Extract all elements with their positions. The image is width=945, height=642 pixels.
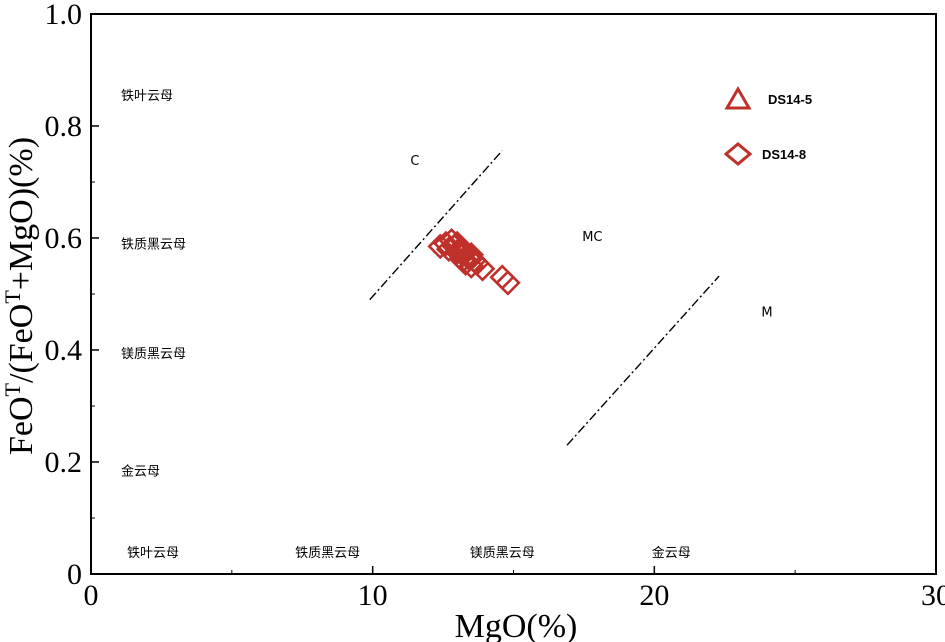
region-label: MC	[582, 230, 602, 245]
region-label: M	[761, 305, 772, 320]
point-diamond	[458, 241, 485, 268]
y-tick-label: 0.6	[45, 222, 83, 255]
y-side-label: 铁质黑云母	[121, 238, 186, 253]
legend-label-ds14-5: DS14-5	[768, 92, 812, 107]
legend-label-ds14-8: DS14-8	[762, 147, 806, 162]
legend-marker-diamond	[723, 142, 753, 166]
y-axis: 0 0.2 0.4 0.6 0.8 1.0	[45, 0, 99, 591]
x-tick-label: 0	[84, 579, 99, 612]
region-label: C	[410, 154, 419, 169]
boundary-line	[369, 150, 503, 301]
y-axis-title: FeOT/(FeOT+MgO)(%)	[0, 137, 40, 455]
point-diamond	[433, 230, 459, 257]
y-side-label: 金云母	[121, 463, 160, 479]
point-diamond	[469, 255, 496, 282]
x-bottom-label: 铁叶云母	[127, 546, 179, 561]
boundary-line	[566, 275, 720, 446]
x-axis: 0 10 20 30	[84, 566, 945, 612]
x-bottom-label: 镁质黑云母	[470, 546, 535, 561]
legend: DS14-5 DS14-8	[723, 86, 812, 166]
point-diamond	[452, 250, 479, 277]
y-side-label: 镁质黑云母	[121, 347, 186, 362]
x-tick-label: 30	[921, 579, 945, 612]
legend-marker-triangle	[724, 86, 752, 110]
y-tick-label: 0.4	[45, 334, 83, 367]
x-tick-label: 20	[639, 579, 669, 612]
y-tick-label: 0.8	[45, 110, 83, 143]
x-tick-label: 10	[358, 579, 388, 612]
y-side-label: 铁叶云母	[121, 89, 173, 104]
data-points	[427, 227, 521, 296]
region-labels: C MC M	[410, 154, 772, 320]
x-bottom-label: 铁质黑云母	[295, 546, 360, 561]
y-tick-label: 1.0	[45, 0, 83, 31]
x-axis-title: MgO(%)	[455, 608, 578, 642]
boundary-lines	[369, 150, 720, 446]
y-tick-label: 0	[67, 558, 82, 591]
y-tick-label: 0.2	[45, 446, 83, 479]
x-bottom-label: 金云母	[652, 545, 691, 561]
point-diamond	[495, 269, 521, 296]
